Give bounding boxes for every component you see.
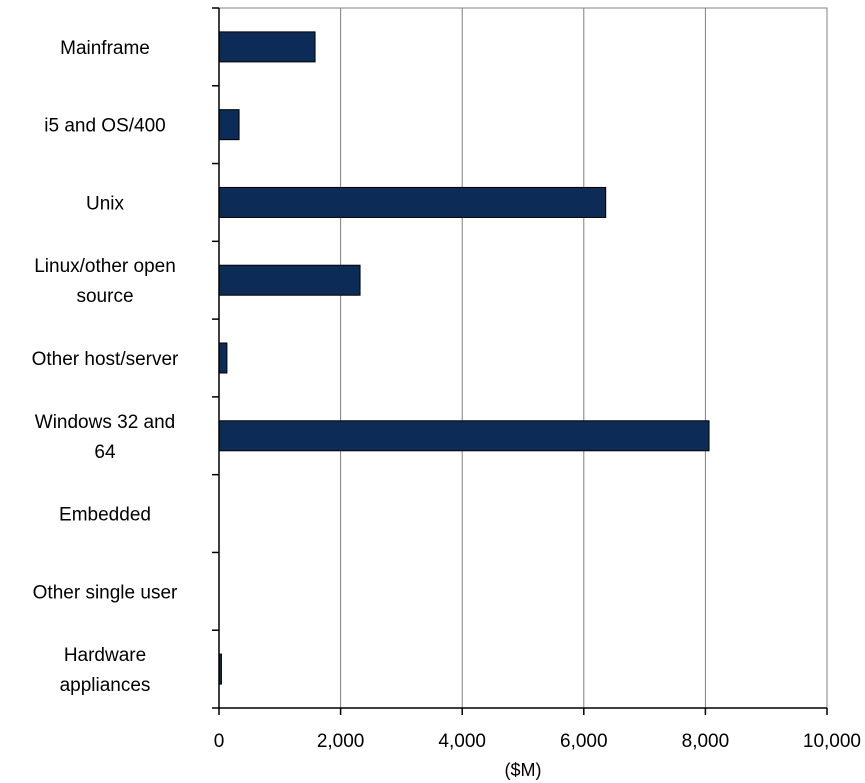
category-labels: Mainframe i5 and OS/400 Unix Linux/other op… [32,38,179,696]
category-label: 64 [94,442,116,463]
category-label: Hardware [64,645,146,666]
category-label: Other host/server [32,349,179,370]
bar [218,31,316,63]
x-tick-label: 4,000 [438,731,486,752]
bar [218,264,361,296]
category-label: Windows 32 and [35,412,175,433]
plot-area-border [218,7,828,709]
category-label: appliances [60,675,151,696]
bar [218,109,240,141]
bar [218,186,607,218]
category-label: Unix [86,193,125,214]
vertical-gridlines [340,8,828,708]
bar-series [218,31,710,685]
category-label: i5 and OS/400 [44,116,165,137]
category-label: source [76,286,133,307]
bar [218,420,710,452]
x-tick-labels: 0 2,000 4,000 6,000 8,000 10,000 [214,731,861,752]
x-tick-label: 6,000 [560,731,608,752]
category-label: Mainframe [60,38,150,59]
category-label: Other single user [33,582,178,603]
category-label: Linux/other open [34,256,176,277]
bar [218,342,228,374]
x-tick-label: 8,000 [682,731,730,752]
x-tick-label: 2,000 [317,731,365,752]
axes [212,7,828,715]
category-label: Embedded [59,505,151,526]
x-axis-title: ($M) [505,760,542,780]
x-tick-label: 10,000 [803,731,861,752]
x-tick-label: 0 [214,731,225,752]
